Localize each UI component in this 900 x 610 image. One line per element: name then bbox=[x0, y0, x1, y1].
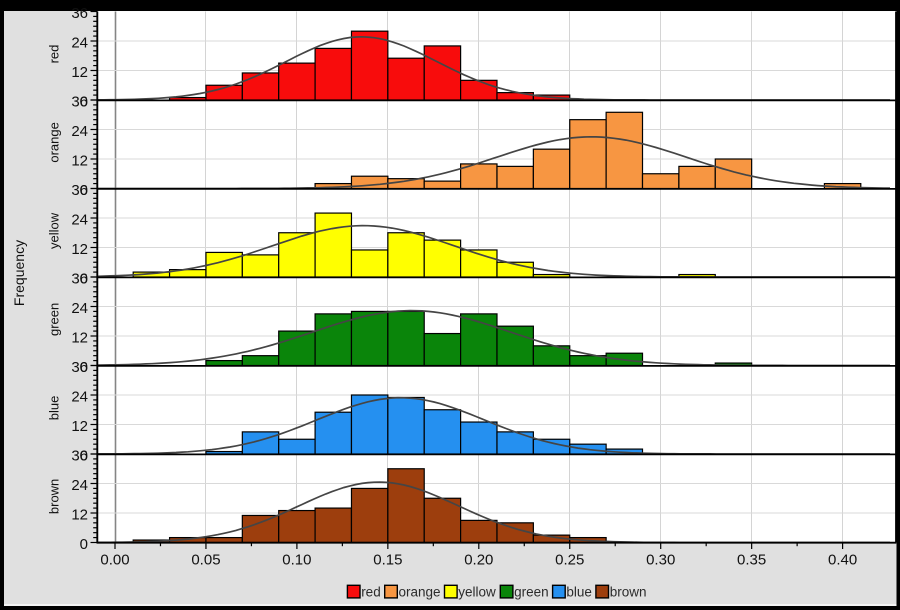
svg-text:brown: brown bbox=[47, 479, 62, 514]
svg-text:12: 12 bbox=[71, 507, 88, 524]
svg-text:brown: brown bbox=[610, 585, 647, 600]
svg-text:green: green bbox=[47, 303, 62, 336]
svg-text:36: 36 bbox=[71, 271, 88, 288]
svg-text:12: 12 bbox=[71, 330, 88, 347]
svg-text:24: 24 bbox=[71, 35, 88, 52]
svg-text:24: 24 bbox=[71, 477, 88, 494]
svg-text:24: 24 bbox=[71, 389, 88, 406]
svg-text:yellow: yellow bbox=[47, 212, 62, 249]
svg-text:0: 0 bbox=[80, 448, 88, 465]
svg-text:0.05: 0.05 bbox=[191, 552, 220, 569]
svg-text:12: 12 bbox=[71, 153, 88, 170]
svg-text:0: 0 bbox=[80, 359, 88, 376]
svg-text:orange: orange bbox=[47, 122, 62, 162]
svg-text:0.35: 0.35 bbox=[737, 552, 766, 569]
svg-text:36: 36 bbox=[71, 94, 88, 111]
svg-text:0.15: 0.15 bbox=[373, 552, 402, 569]
svg-text:12: 12 bbox=[71, 64, 88, 81]
svg-text:red: red bbox=[47, 45, 62, 64]
svg-text:0: 0 bbox=[80, 182, 88, 199]
svg-text:0.30: 0.30 bbox=[646, 552, 675, 569]
svg-text:36: 36 bbox=[71, 448, 88, 465]
svg-text:12: 12 bbox=[71, 241, 88, 258]
svg-text:0: 0 bbox=[80, 271, 88, 288]
svg-text:36: 36 bbox=[71, 182, 88, 199]
svg-text:green: green bbox=[514, 585, 549, 600]
svg-text:0.00: 0.00 bbox=[100, 552, 129, 569]
svg-text:0: 0 bbox=[80, 94, 88, 111]
svg-text:0.25: 0.25 bbox=[555, 552, 584, 569]
svg-text:blue: blue bbox=[47, 396, 62, 421]
svg-text:yellow: yellow bbox=[458, 585, 496, 600]
svg-text:24: 24 bbox=[71, 300, 88, 317]
svg-text:0.10: 0.10 bbox=[282, 552, 311, 569]
svg-text:0.40: 0.40 bbox=[828, 552, 857, 569]
svg-text:12: 12 bbox=[71, 418, 88, 435]
svg-text:24: 24 bbox=[71, 123, 88, 140]
svg-text:0.20: 0.20 bbox=[464, 552, 493, 569]
svg-text:36: 36 bbox=[71, 5, 88, 22]
svg-text:24: 24 bbox=[71, 212, 88, 229]
svg-text:0: 0 bbox=[80, 536, 88, 553]
svg-text:red: red bbox=[361, 585, 381, 600]
svg-text:blue: blue bbox=[566, 585, 592, 600]
svg-text:orange: orange bbox=[399, 585, 441, 600]
svg-text:Frequency: Frequency bbox=[11, 240, 27, 306]
svg-text:36: 36 bbox=[71, 359, 88, 376]
